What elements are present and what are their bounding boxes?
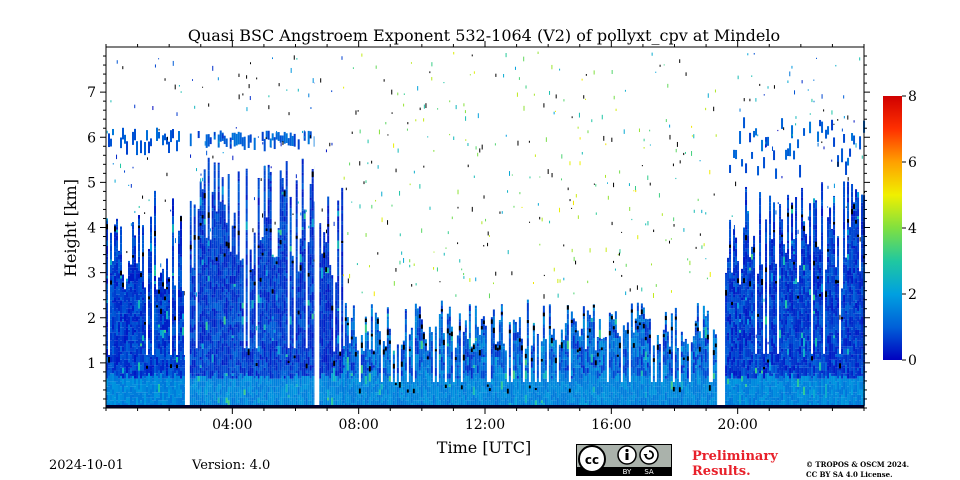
x-tick-label: 20:00	[717, 417, 757, 433]
data-gaps	[184, 47, 726, 408]
colorbar	[883, 96, 902, 360]
colorbar-axis: 0 2 4 6 8	[902, 89, 917, 369]
data-segment-3	[342, 51, 719, 406]
data-segment-0	[106, 58, 186, 406]
surface-strip	[106, 405, 864, 408]
y-axis: 1 2 3 4 5 6 7	[87, 55, 870, 409]
data-gap-0	[184, 47, 190, 408]
copyright-line-2: CC BY SA 4.0 License.	[806, 470, 893, 479]
colorbar-tick-label: 2	[908, 287, 917, 303]
sa-text: SA	[644, 468, 654, 476]
colorbar-tick-label: 4	[908, 221, 917, 237]
data-gap-1	[314, 47, 320, 408]
y-tick-label: 3	[87, 266, 96, 282]
version-label: Version: 4.0	[192, 458, 271, 473]
x-tick-label: 04:00	[212, 417, 252, 433]
sa-icon	[639, 445, 659, 465]
heatmap-data	[106, 47, 866, 408]
y-axis-label: Height [km]	[61, 179, 80, 277]
data-segment-2	[319, 56, 344, 406]
colorbar-tick-label: 0	[908, 353, 917, 369]
preliminary-line-1: Preliminary	[692, 449, 778, 464]
preliminary-note: Preliminary Results.	[692, 449, 778, 479]
date-label: 2024-10-01	[49, 458, 124, 473]
y-tick-label: 7	[87, 85, 96, 101]
y-tick-label: 4	[87, 221, 96, 237]
cc-license-badge: cc BY SA	[576, 444, 672, 476]
y-tick-label: 1	[87, 356, 96, 372]
colorbar-tick-label: 8	[908, 89, 917, 105]
y-tick-label: 6	[87, 130, 96, 146]
y-tick-label: 2	[87, 311, 96, 327]
chart-title: Quasi BSC Angstroem Exponent 532-1064 (V…	[188, 26, 780, 45]
x-axis-label: Time [UTC]	[437, 438, 531, 457]
y-tick-label: 5	[87, 175, 96, 191]
by-text: BY	[623, 468, 632, 476]
x-axis: 04:00 08:00 12:00 16:00 20:00	[105, 41, 865, 433]
copyright-line-1: © TROPOS & OSCM 2024.	[806, 460, 910, 469]
data-segment-1	[189, 55, 316, 406]
preliminary-line-2: Results.	[692, 464, 751, 479]
x-tick-label: 16:00	[591, 417, 631, 433]
data-gap-2	[717, 47, 726, 408]
copyright-note: © TROPOS & OSCM 2024. CC BY SA 4.0 Licen…	[806, 460, 909, 480]
x-tick-label: 08:00	[338, 417, 378, 433]
cc-icon	[578, 445, 606, 473]
colorbar-tick-label: 6	[908, 155, 917, 171]
x-tick-label: 12:00	[465, 417, 505, 433]
